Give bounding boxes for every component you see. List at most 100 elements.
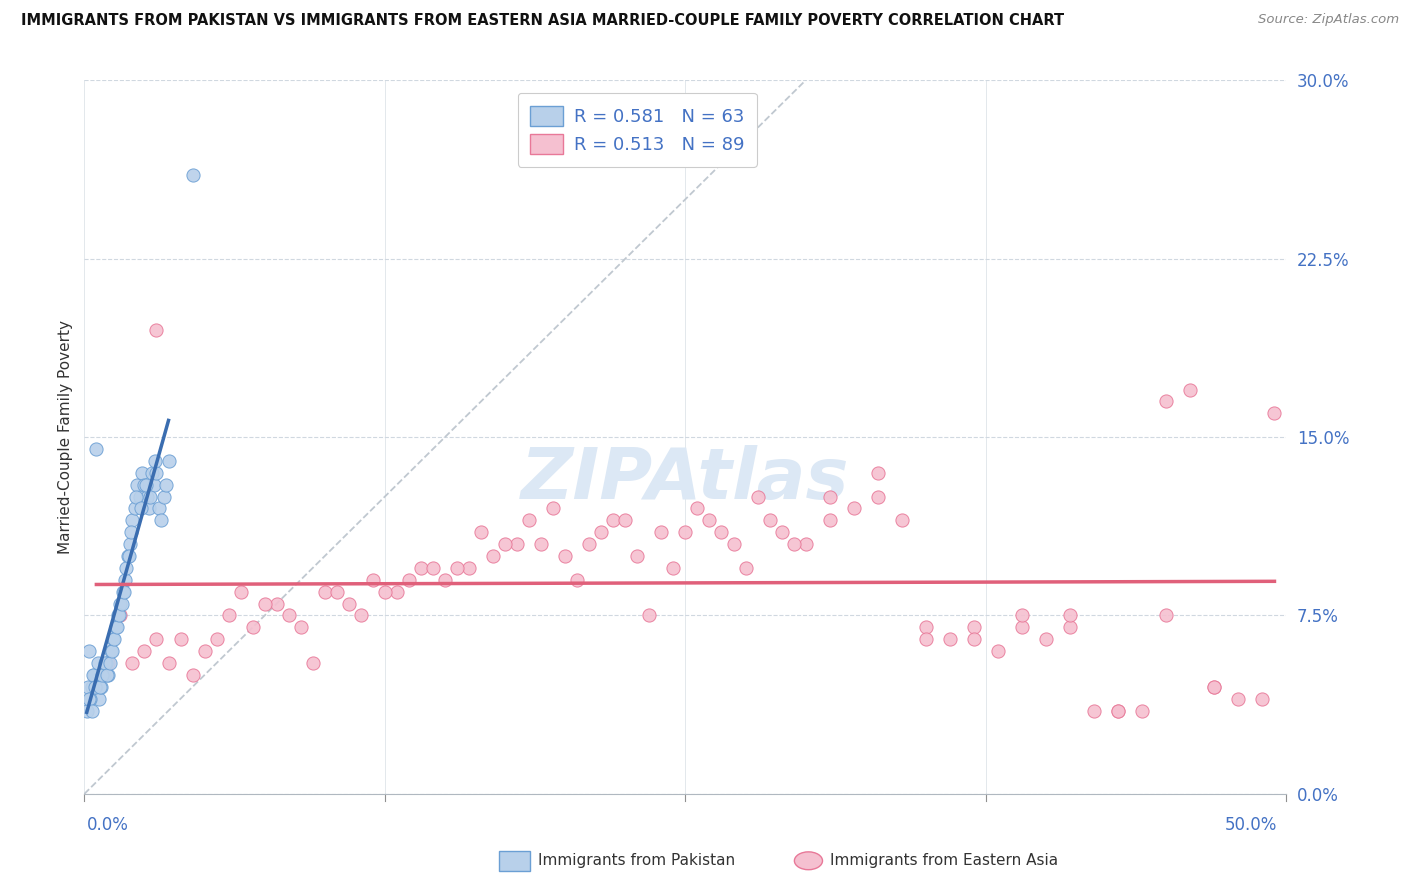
Point	[290, 620, 312, 634]
Point	[103, 632, 125, 647]
Point	[157, 454, 180, 468]
Point	[124, 501, 146, 516]
Point	[506, 537, 529, 551]
Point	[87, 691, 110, 706]
Point	[253, 597, 276, 611]
Point	[135, 490, 157, 504]
Point	[794, 537, 817, 551]
Point	[1130, 704, 1153, 718]
Point	[1107, 704, 1129, 718]
Point	[135, 477, 157, 491]
Point	[76, 704, 98, 718]
Point	[482, 549, 505, 563]
Point	[434, 573, 457, 587]
Point	[541, 501, 564, 516]
Text: 50.0%: 50.0%	[1225, 816, 1277, 834]
Point	[143, 477, 166, 491]
Point	[866, 490, 889, 504]
Point	[150, 513, 173, 527]
Point	[111, 584, 134, 599]
Point	[398, 573, 420, 587]
Text: IMMIGRANTS FROM PAKISTAN VS IMMIGRANTS FROM EASTERN ASIA MARRIED-COUPLE FAMILY P: IMMIGRANTS FROM PAKISTAN VS IMMIGRANTS F…	[21, 13, 1064, 29]
Point	[494, 537, 516, 551]
Point	[915, 632, 938, 647]
Point	[145, 632, 167, 647]
Point	[77, 680, 100, 694]
Point	[470, 525, 492, 540]
Point	[97, 656, 120, 670]
Point	[90, 680, 112, 694]
Point	[181, 668, 204, 682]
FancyBboxPatch shape	[499, 851, 530, 871]
Point	[614, 513, 637, 527]
Point	[118, 549, 141, 563]
Point	[818, 490, 841, 504]
Point	[675, 525, 697, 540]
Point	[1083, 704, 1105, 718]
Point	[554, 549, 576, 563]
Point	[89, 680, 111, 694]
Point	[446, 561, 468, 575]
Point	[134, 477, 156, 491]
Point	[1156, 394, 1178, 409]
Point	[128, 490, 150, 504]
Point	[409, 561, 432, 575]
Y-axis label: Married-Couple Family Poverty: Married-Couple Family Poverty	[58, 320, 73, 554]
Point	[1180, 383, 1202, 397]
Point	[818, 513, 841, 527]
Point	[326, 584, 349, 599]
Point	[103, 632, 125, 647]
Point	[1204, 680, 1226, 694]
Point	[782, 537, 804, 551]
Text: Immigrants from Pakistan: Immigrants from Pakistan	[538, 854, 735, 868]
Point	[1059, 620, 1081, 634]
Point	[181, 169, 204, 183]
Point	[139, 490, 162, 504]
Point	[458, 561, 481, 575]
Point	[747, 490, 769, 504]
Text: Immigrants from Eastern Asia: Immigrants from Eastern Asia	[830, 854, 1057, 868]
Point	[97, 668, 120, 682]
Point	[626, 549, 648, 563]
Point	[1156, 608, 1178, 623]
Point	[1251, 691, 1274, 706]
Point	[699, 513, 721, 527]
Point	[422, 561, 444, 575]
Point	[266, 597, 288, 611]
Point	[143, 454, 166, 468]
Point	[77, 691, 100, 706]
Point	[987, 644, 1010, 658]
Point	[866, 466, 889, 480]
Point	[242, 620, 264, 634]
Point	[96, 668, 118, 682]
Point	[77, 644, 100, 658]
Point	[125, 490, 148, 504]
Point	[114, 573, 136, 587]
Point	[169, 632, 191, 647]
Point	[120, 525, 142, 540]
Point	[117, 549, 139, 563]
Point	[80, 680, 103, 694]
Point	[229, 584, 252, 599]
Point	[205, 632, 228, 647]
Point	[141, 466, 163, 480]
Point	[131, 466, 153, 480]
Point	[650, 525, 672, 540]
Point	[91, 668, 114, 682]
Point	[350, 608, 373, 623]
Point	[112, 584, 135, 599]
Point	[602, 513, 624, 527]
Point	[1263, 406, 1285, 420]
Point	[152, 490, 174, 504]
Point	[98, 656, 121, 670]
Point	[770, 525, 793, 540]
Point	[110, 608, 132, 623]
Point	[80, 704, 103, 718]
Point	[758, 513, 780, 527]
Point	[723, 537, 745, 551]
Point	[1011, 620, 1033, 634]
Point	[94, 656, 117, 670]
Point	[110, 597, 132, 611]
Point	[374, 584, 396, 599]
Point	[115, 561, 138, 575]
